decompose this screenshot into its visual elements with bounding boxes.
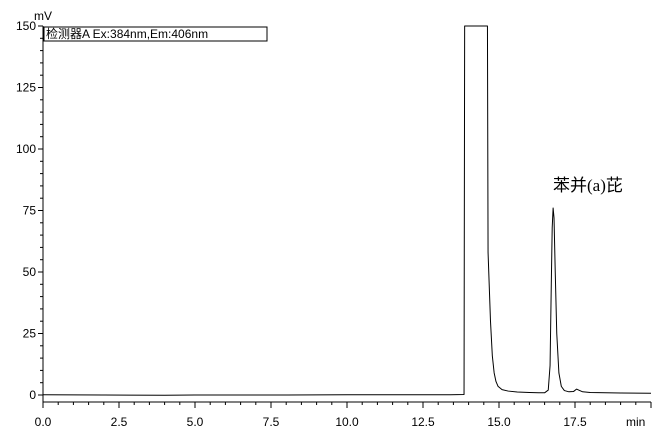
- y-tick-label: 100: [16, 142, 36, 156]
- x-tick-label: 10.0: [335, 415, 359, 429]
- x-tick-label: 2.5: [111, 415, 128, 429]
- x-tick-label: 5.0: [187, 415, 204, 429]
- y-tick-label: 50: [23, 265, 37, 279]
- y-tick-label: 150: [16, 19, 36, 33]
- chromatogram-trace: [42, 25, 652, 396]
- y-tick-label: 0: [29, 388, 36, 402]
- peak-annotation: 苯并(a)芘: [553, 176, 623, 195]
- legend-box: 检测器A Ex:384nm,Em:406nm: [43, 26, 268, 42]
- y-tick-label: 75: [23, 204, 37, 218]
- plot-area: [43, 26, 651, 402]
- y-tick-label: 25: [23, 327, 37, 341]
- x-tick-label: 0.0: [35, 415, 52, 429]
- series-layer: [42, 25, 652, 396]
- y-axis-unit: mV: [34, 9, 52, 23]
- y-tick-label: 125: [16, 81, 36, 95]
- x-axis-unit: min: [626, 415, 645, 429]
- y-axis-ticks: 0 25 50 75 100 125 150: [16, 19, 43, 402]
- legend-label: 检测器A Ex:384nm,Em:406nm: [46, 26, 208, 41]
- x-tick-label: 15.0: [487, 415, 511, 429]
- x-tick-label: 17.5: [563, 415, 587, 429]
- legend-border: [43, 26, 268, 42]
- x-axis-ticks: 0.0 2.5 5.0 7.5 10.0 12.5 15.0 17.5: [35, 402, 652, 429]
- x-tick-label: 12.5: [411, 415, 435, 429]
- x-tick-label: 7.5: [263, 415, 280, 429]
